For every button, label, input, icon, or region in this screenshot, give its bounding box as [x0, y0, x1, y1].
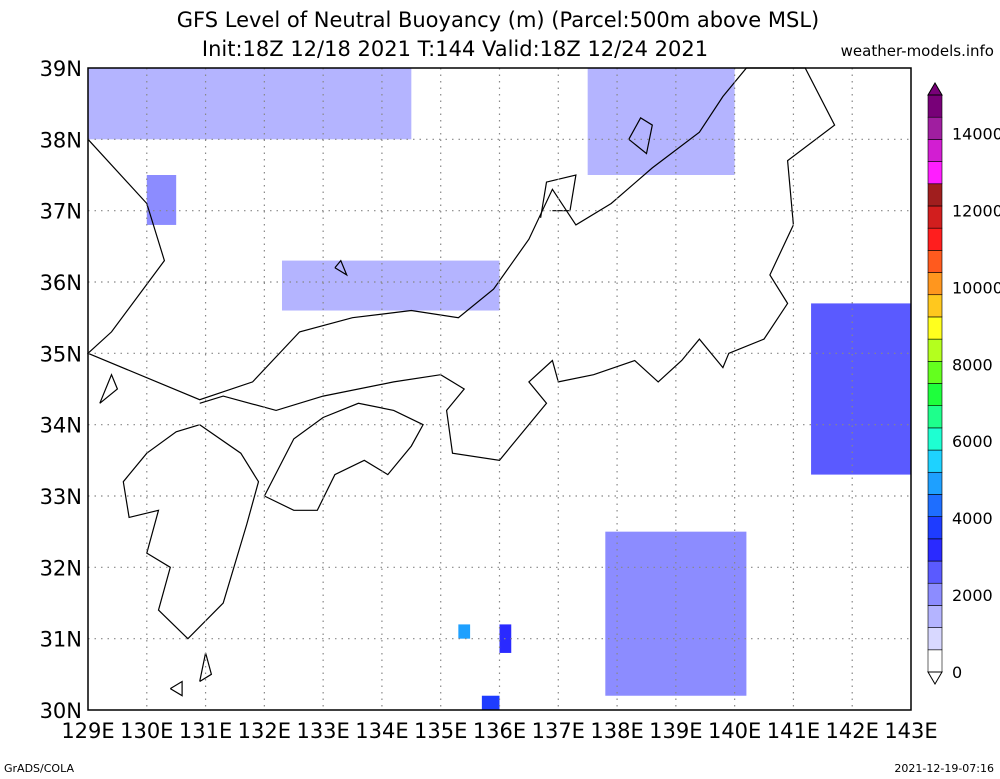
latitude-label: 34N [40, 414, 82, 438]
colorbar-swatch [927, 361, 943, 384]
colorbar-label: 12000 [952, 201, 1000, 220]
colorbar-swatch [927, 161, 943, 185]
coastline-path [540, 174, 577, 218]
coastline-path [628, 117, 653, 155]
map-gridlines [88, 68, 911, 710]
latitude-label: 36N [40, 271, 82, 295]
coastline-path [99, 373, 119, 404]
latitude-label: 39N [40, 57, 82, 81]
colorbar-swatch [927, 582, 943, 606]
colorbar-swatch [927, 649, 943, 673]
colorbar-swatch [927, 494, 943, 517]
field-cell [605, 531, 747, 696]
site-credit: weather-models.info [840, 42, 994, 60]
colorbar-label: 10000 [952, 278, 1000, 297]
colorbar-label: 6000 [952, 432, 993, 451]
longitude-label: 141E [767, 719, 820, 743]
field-cell [146, 175, 177, 225]
field-cell [481, 695, 500, 710]
coastline [86, 67, 836, 697]
coastline-path [122, 424, 260, 640]
colorbar-swatch [927, 383, 943, 406]
colorbar-swatch [927, 449, 943, 473]
field-cell [811, 303, 911, 475]
coastline-path [199, 652, 213, 683]
colorbar-label: 14000 [952, 124, 1000, 143]
longitude-label: 137E [532, 719, 585, 743]
field-cell [88, 68, 412, 140]
colorbar-label: 8000 [952, 355, 993, 374]
latitude-label: 37N [40, 200, 82, 224]
colorbar-swatch [927, 627, 943, 651]
longitude-label: 133E [296, 719, 349, 743]
longitude-label: 138E [590, 719, 643, 743]
field-cell [587, 68, 735, 175]
longitude-label: 143E [884, 719, 937, 743]
longitude-label: 142E [826, 719, 879, 743]
field-cell [281, 260, 500, 311]
longitude-label: 135E [414, 719, 467, 743]
latitude-label: 31N [40, 628, 82, 652]
colorbar-swatch [927, 227, 943, 251]
coastline-path [86, 67, 836, 461]
longitude-label: 139E [649, 719, 702, 743]
map-frame [87, 67, 912, 711]
colorbar-min-arrow [927, 671, 943, 685]
colorbar-swatch [927, 405, 943, 429]
latitude-label: 35N [40, 342, 82, 366]
latitude-label: 30N [40, 699, 82, 723]
footer-software: GrADS/COLA [4, 762, 74, 775]
longitude-label: 129E [61, 719, 114, 743]
map-title: GFS Level of Neutral Buoyancy (m) (Parce… [176, 8, 820, 32]
colorbar-swatch [927, 560, 943, 584]
colorbar-swatch [927, 250, 943, 273]
colorbar-swatch [927, 316, 943, 340]
longitude-label: 130E [120, 719, 173, 743]
colorbar-swatch [927, 139, 943, 162]
colorbar-swatch [927, 338, 943, 362]
colorbar: 0 2000 4000 6000 8000 10000 12000 14000 [927, 82, 1000, 685]
coastline-path [334, 259, 348, 277]
colorbar-swatch [927, 183, 943, 207]
footer-timestamp: 2021-12-19-07:16 [894, 762, 994, 775]
buoyancy-field [88, 68, 911, 710]
colorbar-swatch [927, 94, 943, 118]
colorbar-swatch [927, 294, 943, 318]
longitude-labels: 129E 130E 131E 132E 133E 134E 135E 136E 137E 138E… [61, 719, 937, 743]
map-subtitle: Init:18Z 12/18 2021 T:144 Valid:18Z 12/2… [201, 37, 709, 61]
colorbar-swatch [927, 116, 943, 140]
longitude-label: 131E [179, 719, 232, 743]
longitude-label: 136E [473, 719, 526, 743]
field-cell [458, 624, 471, 639]
coastline-path [169, 680, 183, 697]
latitude-label: 33N [40, 485, 82, 509]
colorbar-swatch [927, 605, 943, 628]
colorbar-label: 0 [952, 663, 962, 682]
colorbar-swatch [927, 427, 943, 451]
latitude-label: 38N [40, 128, 82, 152]
colorbar-swatch [927, 538, 943, 562]
colorbar-swatch [927, 471, 943, 495]
colorbar-label: 2000 [952, 586, 993, 605]
latitude-labels: 30N 31N 32N 33N 34N 35N 36N 37N 38N 39N [40, 57, 82, 723]
latitude-label: 32N [40, 556, 82, 580]
colorbar-swatch [927, 205, 943, 229]
coastline-path [263, 402, 424, 511]
colorbar-swatch [927, 272, 943, 296]
longitude-label: 132E [238, 719, 291, 743]
colorbar-swatch [927, 516, 943, 540]
colorbar-label: 4000 [952, 509, 993, 528]
colorbar-max-arrow [927, 82, 943, 96]
longitude-label: 134E [355, 719, 408, 743]
longitude-label: 140E [708, 719, 761, 743]
